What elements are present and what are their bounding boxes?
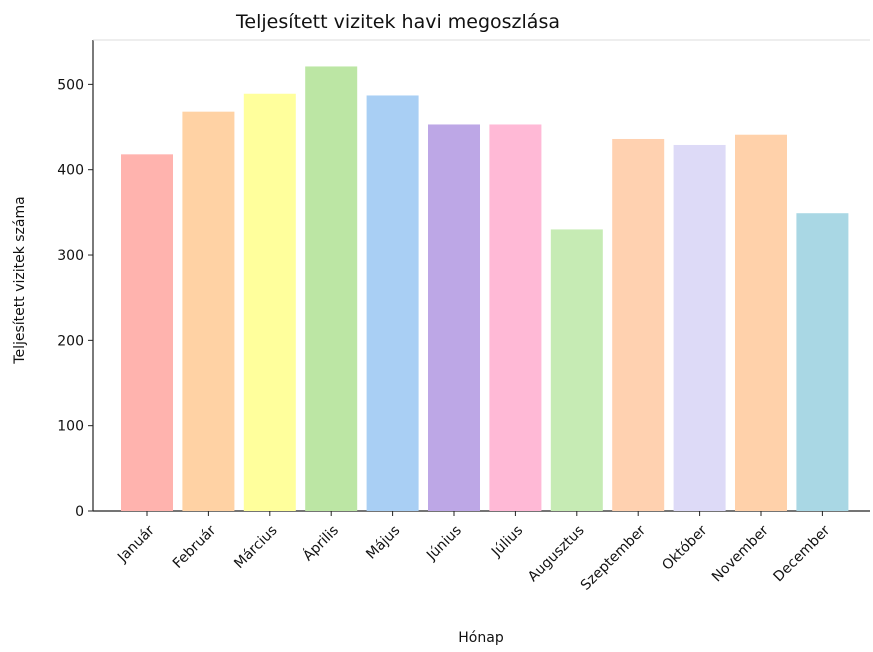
bar: [735, 134, 787, 511]
x-tick-label: November: [709, 522, 772, 585]
x-tick-label: Április: [299, 522, 342, 565]
x-tick-label: Március: [231, 523, 280, 572]
chart-title: Teljesített vizitek havi megoszlása: [235, 11, 560, 33]
y-tick-label: 400: [57, 163, 84, 179]
x-tick-label: Június: [423, 523, 465, 565]
bar: [243, 93, 296, 511]
x-tick-label: Január: [114, 522, 158, 566]
x-tick-label: Október: [659, 522, 710, 573]
bar: [428, 124, 480, 511]
x-tick-label: Február: [170, 522, 219, 571]
x-tick-label: Augusztus: [525, 523, 588, 586]
y-tick-label: 300: [57, 248, 84, 264]
x-tick-label: December: [771, 522, 834, 585]
y-tick-label: 0: [75, 504, 84, 520]
bar: [305, 66, 358, 512]
x-tick-label: Július: [488, 523, 526, 561]
bar: [366, 95, 419, 511]
bar: [796, 213, 849, 511]
x-tick-label: Május: [363, 523, 403, 563]
y-axis-label: Teljesített vizitek száma: [12, 196, 28, 364]
x-tick-label: Szeptember: [578, 522, 649, 593]
y-tick-label: 100: [57, 419, 84, 435]
bar: [121, 154, 173, 511]
bar: [673, 144, 726, 511]
bar: [182, 111, 235, 511]
bar: [612, 138, 665, 511]
bar: [550, 229, 603, 511]
x-axis-label: Hónap: [458, 630, 504, 646]
bar: [489, 124, 542, 511]
y-tick-label: 200: [57, 333, 84, 349]
y-tick-label: 500: [57, 77, 84, 93]
